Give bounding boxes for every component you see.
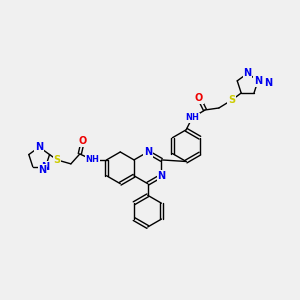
Text: N: N [158, 171, 166, 181]
Text: N: N [41, 162, 50, 172]
Text: NH: NH [185, 113, 199, 122]
Text: O: O [79, 136, 87, 146]
Text: NH: NH [86, 155, 100, 164]
Text: N: N [39, 165, 47, 175]
Text: N: N [244, 68, 252, 78]
Text: O: O [195, 93, 203, 103]
Text: S: S [53, 155, 61, 165]
Text: N: N [264, 78, 272, 88]
Text: N: N [254, 76, 262, 86]
Text: S: S [228, 95, 235, 105]
Text: N: N [144, 147, 152, 157]
Text: N: N [35, 142, 43, 152]
